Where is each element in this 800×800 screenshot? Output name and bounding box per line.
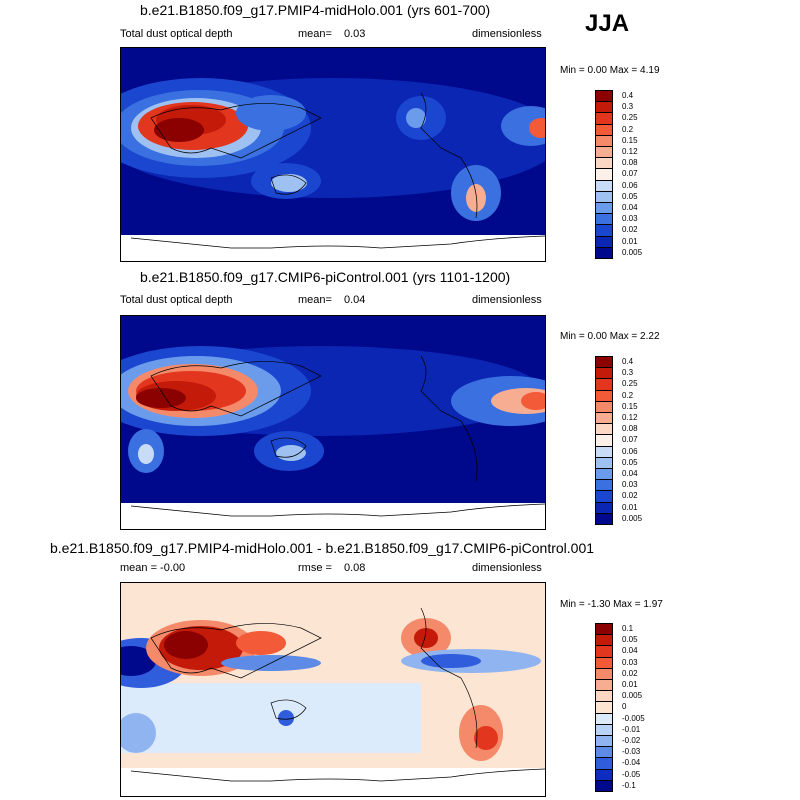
- min-max-readout: Min = -1.30 Max = 1.97: [560, 599, 663, 610]
- colorbar-label: 0.06: [622, 180, 638, 190]
- units-label: dimensionless: [472, 562, 542, 574]
- colorbar-label: 0.15: [622, 401, 638, 411]
- colorbar-label: 0.02: [622, 491, 638, 501]
- rmse-label: rmse =: [298, 562, 332, 574]
- colorbar-label: 0.005: [622, 513, 643, 523]
- colorbar-label: 0.4: [622, 357, 634, 366]
- colorbar-label: 0.04: [622, 469, 638, 478]
- mean-value: 0.04: [344, 294, 366, 306]
- colorbar-label: 0.04: [622, 646, 638, 656]
- colorbar-label: 0.01: [622, 236, 638, 246]
- colorbar-label: 0.07: [622, 169, 638, 179]
- colorbar-label: 0.2: [622, 390, 634, 400]
- colorbar-label: 0.03: [622, 657, 638, 667]
- mean-readout: mean = -0.00: [120, 562, 186, 574]
- colorbar-label: 0.3: [622, 368, 634, 378]
- min-max-readout: Min = 0.00 Max = 4.19: [560, 65, 660, 76]
- units-label: dimensionless: [472, 28, 542, 40]
- colorbar-label: 0.005: [622, 691, 643, 701]
- colorbar-label: 0.2: [622, 124, 634, 134]
- colorbar-label: 0.25: [622, 379, 638, 389]
- colorbar-label: 0.03: [622, 214, 638, 224]
- colorbar-label: 0.03: [622, 480, 638, 490]
- colorbar-label: -0.01: [622, 724, 641, 734]
- colorbar-label: 0.1: [622, 624, 634, 633]
- min-max-readout: Min = 0.00 Max = 2.22: [560, 331, 660, 342]
- units-label: dimensionless: [472, 294, 542, 306]
- panel-title: b.e21.B1850.f09_g17.PMIP4-midHolo.001 - …: [50, 540, 595, 556]
- colorbar-label: 0.02: [622, 225, 638, 235]
- colorbar-label: -0.04: [622, 758, 641, 768]
- colorbar-label: 0.08: [622, 424, 638, 434]
- panel-title: b.e21.B1850.f09_g17.PMIP4-midHolo.001 (y…: [140, 2, 491, 18]
- colorbar-label: 0.04: [622, 203, 638, 212]
- colorbar-label: 0.05: [622, 457, 638, 467]
- panel-title: b.e21.B1850.f09_g17.CMIP6-piControl.001 …: [140, 269, 511, 285]
- colorbar-label: -0.1: [622, 780, 636, 790]
- mean-label: mean=: [298, 28, 332, 40]
- dust-map-midholo: [120, 47, 546, 262]
- colorbar-label: 0.15: [622, 135, 638, 145]
- colorbar-label: 0.12: [622, 147, 638, 156]
- dust-map-difference: [120, 582, 546, 797]
- colorbar-label: -0.02: [622, 736, 641, 745]
- colorbar-label: 0.06: [622, 446, 638, 456]
- colorbar-label: 0.05: [622, 635, 638, 645]
- variable-label: Total dust optical depth: [120, 294, 233, 306]
- colorbar-label: 0.02: [622, 668, 638, 678]
- dust-map-picontrol: [120, 315, 546, 530]
- rmse-value: 0.08: [344, 562, 366, 574]
- colorbar-label: 0.01: [622, 680, 638, 689]
- colorbar-label: 0.08: [622, 158, 638, 168]
- colorbar-label: -0.005: [622, 713, 645, 723]
- colorbar-label: -0.03: [622, 747, 641, 757]
- mean-value: 0.03: [344, 28, 366, 40]
- colorbar-swatch: [595, 512, 613, 525]
- mean-label: mean=: [298, 294, 332, 306]
- colorbar-swatch: [595, 246, 613, 259]
- colorbar-label: 0.4: [622, 91, 634, 100]
- colorbar-swatch: [595, 779, 613, 792]
- colorbar-label: 0.3: [622, 102, 634, 112]
- colorbar-label: 0.25: [622, 113, 638, 123]
- colorbar-label: 0.01: [622, 502, 638, 512]
- season-label: JJA: [585, 10, 630, 37]
- colorbar-label: 0.005: [622, 247, 643, 257]
- colorbar-label: 0.07: [622, 435, 638, 445]
- variable-label: Total dust optical depth: [120, 28, 233, 40]
- colorbar-label: 0: [622, 702, 627, 712]
- colorbar-label: 0.05: [622, 191, 638, 201]
- colorbar-label: 0.12: [622, 413, 638, 422]
- colorbar-label: -0.05: [622, 769, 641, 779]
